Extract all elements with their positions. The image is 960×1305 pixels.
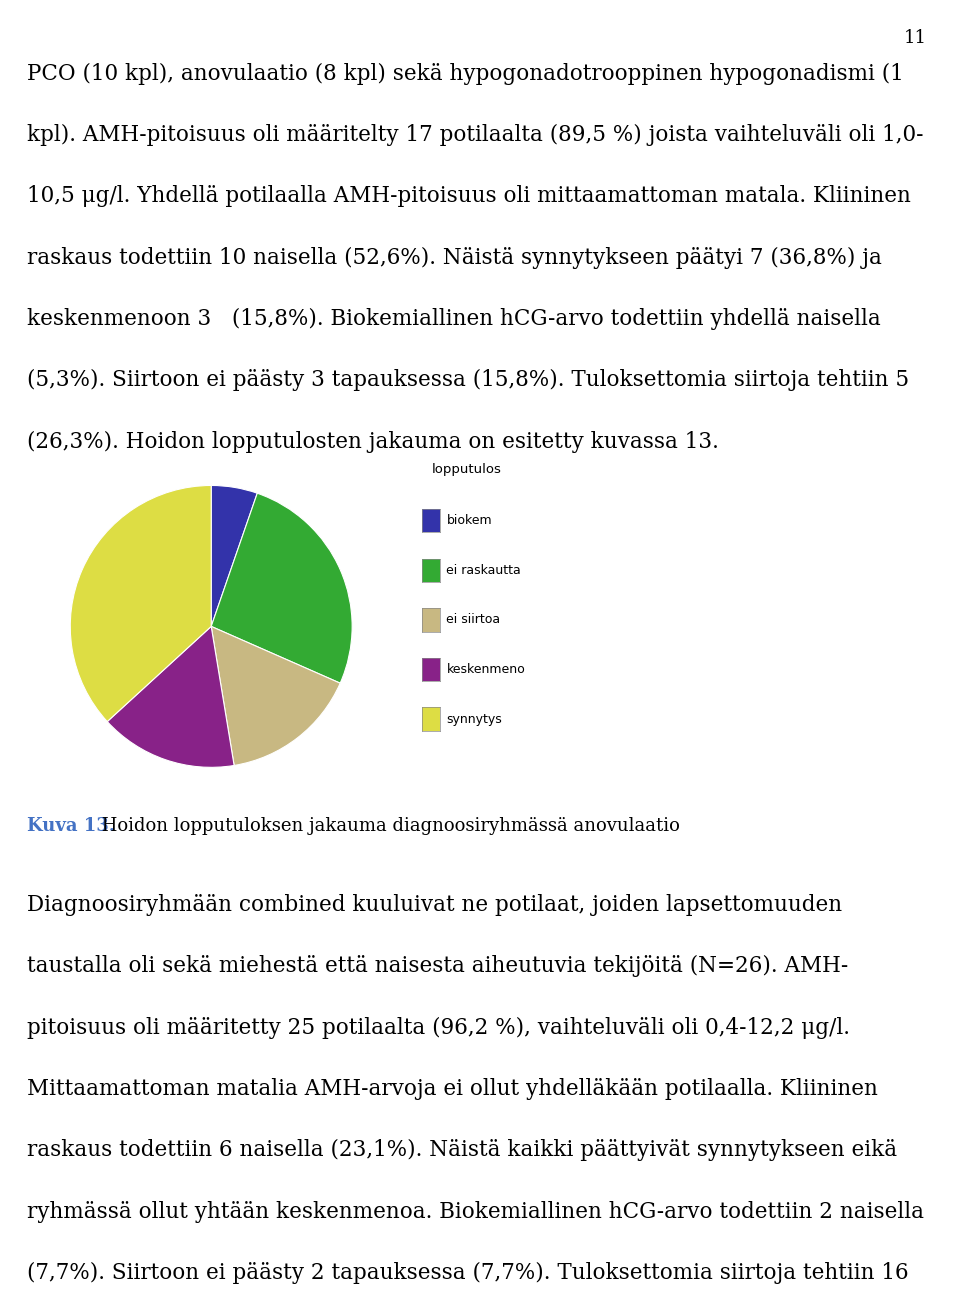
Text: kpl). AMH-pitoisuus oli määritelty 17 potilaalta (89,5 %) joista vaihteluväli ol: kpl). AMH-pitoisuus oli määritelty 17 po… (27, 124, 924, 146)
Text: biokem: biokem (446, 514, 492, 527)
Wedge shape (70, 485, 211, 722)
Text: (7,7%). Siirtoon ei päästy 2 tapauksessa (7,7%). Tuloksettomia siirtoja tehtiin : (7,7%). Siirtoon ei päästy 2 tapauksessa… (27, 1262, 908, 1284)
Text: (5,3%). Siirtoon ei päästy 3 tapauksessa (15,8%). Tuloksettomia siirtoja tehtiin: (5,3%). Siirtoon ei päästy 3 tapauksessa… (27, 369, 909, 391)
Wedge shape (211, 485, 257, 626)
Text: (26,3%). Hoidon lopputulosten jakauma on esitetty kuvassa 13.: (26,3%). Hoidon lopputulosten jakauma on… (27, 431, 719, 453)
Text: synnytys: synnytys (446, 713, 502, 726)
Text: 10,5 μg/l. Yhdellä potilaalla AMH-pitoisuus oli mittaamattoman matala. Kliininen: 10,5 μg/l. Yhdellä potilaalla AMH-pitois… (27, 185, 911, 207)
Text: Kuva 13.: Kuva 13. (27, 817, 115, 835)
Text: keskenmeno: keskenmeno (446, 663, 525, 676)
Wedge shape (211, 493, 352, 684)
Text: 11: 11 (903, 29, 926, 47)
Text: taustalla oli sekä miehestä että naisesta aiheutuvia tekijöitä (N=26). AMH-: taustalla oli sekä miehestä että naisest… (27, 955, 848, 977)
Text: Hoidon lopputuloksen jakauma diagnoosiryhmässä anovulaatio: Hoidon lopputuloksen jakauma diagnoosiry… (96, 817, 680, 835)
Text: Mittaamattoman matalia AMH-arvoja ei ollut yhdelläkään potilaalla. Kliininen: Mittaamattoman matalia AMH-arvoja ei oll… (27, 1078, 877, 1100)
Wedge shape (211, 626, 340, 766)
Text: Diagnoosiryhmään combined kuuluivat ne potilaat, joiden lapsettomuuden: Diagnoosiryhmään combined kuuluivat ne p… (27, 894, 842, 916)
Text: ei siirtoa: ei siirtoa (446, 613, 500, 626)
Text: ei raskautta: ei raskautta (446, 564, 521, 577)
Wedge shape (108, 626, 234, 767)
Text: ryhmässä ollut yhtään keskenmenoa. Biokemiallinen hCG-arvo todettiin 2 naisella: ryhmässä ollut yhtään keskenmenoa. Bioke… (27, 1201, 924, 1223)
Text: raskaus todettiin 6 naisella (23,1%). Näistä kaikki päättyivät synnytykseen eikä: raskaus todettiin 6 naisella (23,1%). Nä… (27, 1139, 897, 1161)
Text: PCO (10 kpl), anovulaatio (8 kpl) sekä hypogonadotrooppinen hypogonadismi (1: PCO (10 kpl), anovulaatio (8 kpl) sekä h… (27, 63, 903, 85)
Text: lopputulos: lopputulos (432, 463, 502, 476)
Text: keskenmenoon 3   (15,8%). Biokemiallinen hCG-arvo todettiin yhdellä naisella: keskenmenoon 3 (15,8%). Biokemiallinen h… (27, 308, 880, 330)
Text: pitoisuus oli määritetty 25 potilaalta (96,2 %), vaihteluväli oli 0,4-12,2 μg/l.: pitoisuus oli määritetty 25 potilaalta (… (27, 1017, 850, 1039)
Text: raskaus todettiin 10 naisella (52,6%). Näistä synnytykseen päätyi 7 (36,8%) ja: raskaus todettiin 10 naisella (52,6%). N… (27, 247, 881, 269)
